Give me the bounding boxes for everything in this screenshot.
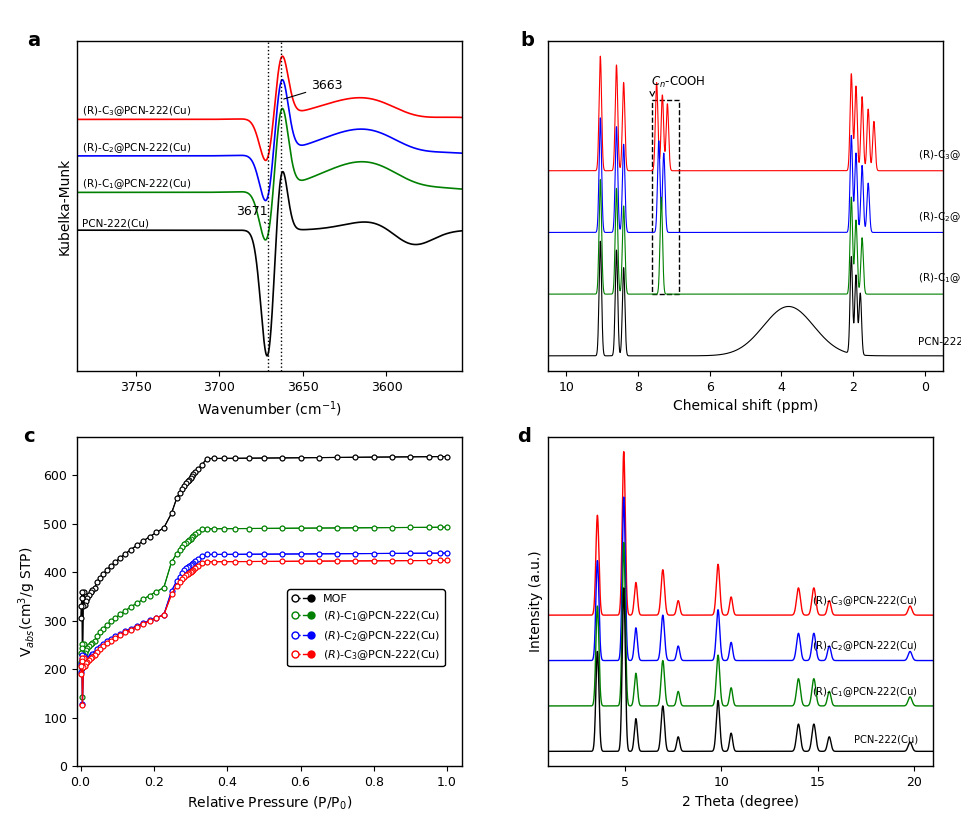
Text: (R)-C$_1$@PCN-222(Cu): (R)-C$_1$@PCN-222(Cu) [82,177,191,191]
Legend: MOF, $(R)$-C$_1$@PCN-222(Cu), $(R)$-C$_2$@PCN-222(Cu), $(R)$-C$_3$@PCN-222(Cu): MOF, $(R)$-C$_1$@PCN-222(Cu), $(R)$-C$_2… [287,589,444,667]
Text: (R)-C$_2$@PCN-222: (R)-C$_2$@PCN-222 [917,210,961,223]
Text: d: d [517,427,530,446]
Text: (R)-C$_2$@PCN-222(Cu): (R)-C$_2$@PCN-222(Cu) [811,639,917,653]
Y-axis label: Kubelka-Munk: Kubelka-Munk [58,157,71,255]
Text: b: b [520,31,534,50]
X-axis label: 2 Theta (degree): 2 Theta (degree) [681,794,799,808]
Text: PCN-222(Cu): PCN-222(Cu) [82,219,149,229]
Y-axis label: Intensity (a.u.): Intensity (a.u.) [529,550,542,653]
Text: PCN-222(Cu): PCN-222(Cu) [852,734,917,744]
Text: (R)-C$_3$@PCN-222: (R)-C$_3$@PCN-222 [917,148,961,162]
X-axis label: Wavenumber (cm$^{-1}$): Wavenumber (cm$^{-1}$) [197,399,341,419]
Text: (R)-C$_1$@PCN-222: (R)-C$_1$@PCN-222 [917,271,961,285]
X-axis label: Chemical shift (ppm): Chemical shift (ppm) [672,399,818,413]
Text: (R)-C$_2$@PCN-222(Cu): (R)-C$_2$@PCN-222(Cu) [82,141,191,155]
Text: PCN-222: PCN-222 [917,337,961,347]
Text: 3663: 3663 [283,79,342,99]
Text: 3671: 3671 [235,204,267,223]
Text: (R)-C$_3$@PCN-222(Cu): (R)-C$_3$@PCN-222(Cu) [811,594,917,608]
Text: a: a [27,31,40,50]
Text: (R)-C$_1$@PCN-222(Cu): (R)-C$_1$@PCN-222(Cu) [811,685,917,699]
Y-axis label: V$_{abs}$(cm$^3$/g STP): V$_{abs}$(cm$^3$/g STP) [16,546,37,657]
Text: (R)-C$_3$@PCN-222(Cu): (R)-C$_3$@PCN-222(Cu) [82,105,191,118]
Text: $C_n$-COOH: $C_n$-COOH [650,75,704,96]
X-axis label: Relative Pressure (P/P$_0$): Relative Pressure (P/P$_0$) [186,794,352,812]
Text: c: c [23,427,35,446]
